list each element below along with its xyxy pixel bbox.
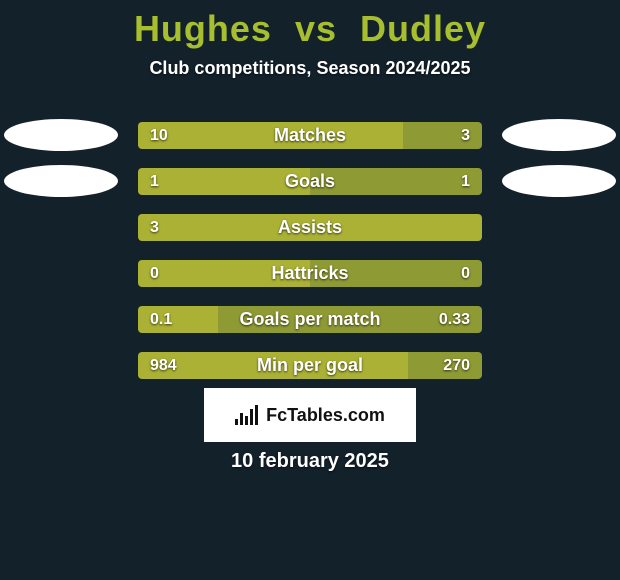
player1-badge — [4, 119, 118, 151]
bar-left-fill — [138, 306, 218, 333]
title-player2: Dudley — [360, 8, 486, 49]
stat-bar: Assists3 — [138, 214, 482, 241]
stat-row: Goals per match0.10.33 — [0, 297, 620, 343]
player2-badge — [502, 119, 616, 151]
stat-bar: Goals per match0.10.33 — [138, 306, 482, 333]
logo-text: FcTables.com — [266, 405, 385, 426]
stat-bar: Hattricks00 — [138, 260, 482, 287]
stats-bars: Matches103 Goals11 Assists3 Hattricks00 Goal… — [0, 113, 620, 389]
stat-bar: Goals11 — [138, 168, 482, 195]
subtitle: Club competitions, Season 2024/2025 — [0, 58, 620, 79]
bar-right-fill — [310, 168, 482, 195]
bar-right-fill — [218, 306, 482, 333]
bar-left-fill — [138, 168, 310, 195]
stat-bar: Min per goal984270 — [138, 352, 482, 379]
bar-right-fill — [403, 122, 482, 149]
stat-bar: Matches103 — [138, 122, 482, 149]
player2-badge — [502, 165, 616, 197]
bar-left-fill — [138, 122, 403, 149]
stat-row: Assists3 — [0, 205, 620, 251]
comparison-card: Hughes vs Dudley Club competitions, Seas… — [0, 0, 620, 580]
bar-left-fill — [138, 260, 310, 287]
stat-row: Matches103 — [0, 113, 620, 159]
title-vs: vs — [295, 8, 337, 49]
source-logo: FcTables.com — [204, 388, 416, 442]
title: Hughes vs Dudley — [0, 8, 620, 50]
bar-chart-icon — [235, 405, 260, 425]
bar-left-fill — [138, 214, 482, 241]
stat-row: Goals11 — [0, 159, 620, 205]
player1-badge — [4, 165, 118, 197]
bar-right-fill — [310, 260, 482, 287]
bar-right-fill — [408, 352, 482, 379]
title-player1: Hughes — [134, 8, 272, 49]
bar-left-fill — [138, 352, 408, 379]
stat-row: Hattricks00 — [0, 251, 620, 297]
stat-row: Min per goal984270 — [0, 343, 620, 389]
date-text: 10 february 2025 — [0, 450, 620, 473]
